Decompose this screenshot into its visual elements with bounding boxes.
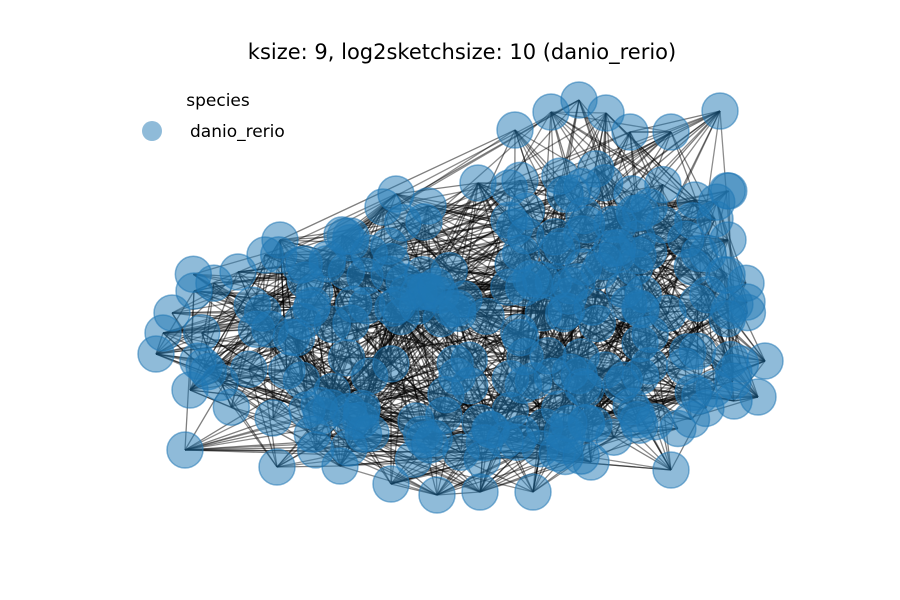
graph-node xyxy=(507,192,546,230)
graph-node xyxy=(514,473,552,511)
graph-node xyxy=(611,113,649,151)
graph-node xyxy=(268,351,306,390)
legend-title: species xyxy=(186,91,250,111)
graph-node xyxy=(496,111,534,149)
graph-edge xyxy=(583,131,672,217)
graph-node xyxy=(630,347,668,385)
graph-node xyxy=(573,288,611,326)
graph-node xyxy=(258,448,296,486)
graph-node xyxy=(372,465,410,503)
graph-node xyxy=(174,255,213,294)
graph-node xyxy=(491,391,530,430)
graph-node xyxy=(372,345,410,383)
graph-node xyxy=(673,248,712,286)
graph-edge xyxy=(390,205,429,485)
graph-node xyxy=(501,318,540,357)
graph-nodes xyxy=(137,81,784,514)
legend: species danio_rerio xyxy=(142,91,285,142)
graph-node xyxy=(330,429,368,467)
graph-node xyxy=(631,315,669,354)
graph-node xyxy=(567,370,605,408)
graph-edge xyxy=(463,182,479,300)
graph-node xyxy=(708,300,747,338)
graph-node xyxy=(370,227,408,265)
graph-node xyxy=(598,228,637,267)
legend-label-danio-rerio: danio_rerio xyxy=(190,122,285,142)
graph-node xyxy=(327,338,366,377)
graph-node xyxy=(567,205,606,244)
graph-node xyxy=(411,426,449,464)
graph-node xyxy=(529,337,567,375)
graph-node xyxy=(701,92,739,130)
graph-node xyxy=(432,289,471,328)
graph-node xyxy=(645,206,683,244)
graph-node xyxy=(674,373,712,412)
graph-node xyxy=(334,285,373,324)
graph-node xyxy=(711,340,749,379)
graph-node xyxy=(459,164,497,202)
graph-node xyxy=(652,451,690,489)
graph-node xyxy=(540,390,579,428)
graph-node xyxy=(230,350,268,389)
graph-edge xyxy=(348,447,534,493)
graph-node xyxy=(620,406,659,444)
graph-node xyxy=(378,285,417,324)
graph-node xyxy=(342,393,381,431)
figure-title: ksize: 9, log2sketchsize: 10 (danio_reri… xyxy=(248,40,676,65)
graph-node xyxy=(323,216,361,254)
legend-marker-danio-rerio xyxy=(142,121,162,141)
graph-node xyxy=(451,367,489,405)
graph-node xyxy=(522,260,560,299)
graph-node xyxy=(166,431,204,469)
graph-node xyxy=(418,476,456,514)
graph-node xyxy=(708,172,747,210)
graph-node xyxy=(212,388,251,426)
graph-node xyxy=(613,175,651,213)
graph-node xyxy=(285,245,323,283)
graph-node xyxy=(461,473,499,511)
graph-node xyxy=(272,318,311,356)
graph-node xyxy=(541,157,579,195)
graph-edge xyxy=(586,110,721,226)
graph-node xyxy=(293,415,332,453)
graph-node xyxy=(254,399,292,437)
graph-node xyxy=(652,113,690,151)
